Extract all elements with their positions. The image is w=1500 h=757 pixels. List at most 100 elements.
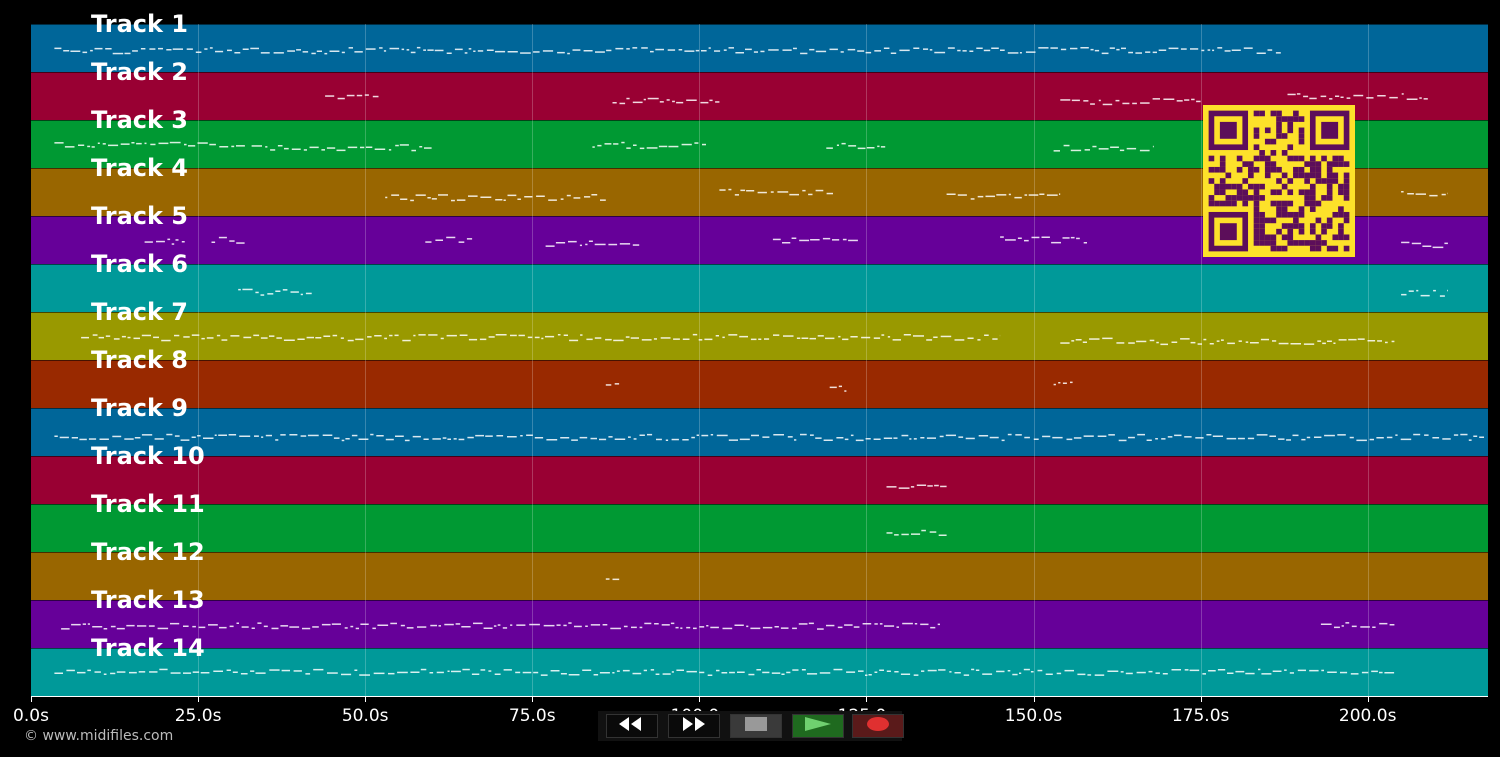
note [1286, 439, 1291, 441]
note [170, 622, 180, 625]
note [251, 627, 255, 629]
note [1083, 100, 1089, 102]
note [306, 336, 314, 339]
note [1031, 236, 1040, 239]
note [172, 48, 183, 50]
note [584, 196, 591, 198]
note [655, 673, 660, 675]
note [305, 673, 311, 675]
note [351, 434, 358, 437]
note [1161, 438, 1166, 440]
note [874, 50, 881, 52]
note [174, 435, 180, 437]
note-segment [946, 193, 1061, 200]
note [568, 674, 580, 676]
note [280, 434, 286, 436]
note [605, 578, 610, 580]
note [723, 49, 727, 51]
note [861, 336, 871, 339]
note [940, 485, 947, 488]
note [103, 628, 108, 630]
note [367, 336, 372, 338]
fast-forward-button[interactable] [668, 714, 720, 738]
note [1075, 339, 1082, 341]
note [464, 52, 468, 54]
note [1116, 342, 1125, 344]
note [545, 335, 555, 338]
note [728, 334, 738, 336]
note [1334, 626, 1340, 629]
note [745, 48, 752, 51]
tick-mark [365, 696, 367, 702]
note [653, 338, 657, 340]
note [1468, 439, 1472, 441]
record-button[interactable] [852, 714, 904, 738]
note [1217, 47, 1223, 49]
note [734, 624, 744, 626]
note [780, 627, 789, 629]
note [868, 674, 872, 676]
note [157, 627, 169, 630]
note [203, 437, 214, 439]
note [129, 671, 137, 674]
tick-mark [1367, 696, 1369, 702]
note [192, 671, 200, 673]
qr-code-image [1208, 110, 1350, 252]
note-segment [54, 668, 1395, 676]
note [1030, 671, 1034, 673]
rewind-button[interactable] [606, 714, 658, 738]
note [120, 143, 130, 145]
note [1227, 342, 1235, 345]
note [612, 672, 615, 674]
note [1050, 47, 1058, 49]
note [647, 433, 653, 436]
note [681, 143, 692, 146]
stop-button[interactable] [730, 714, 782, 738]
note [1160, 343, 1168, 346]
note [1269, 435, 1276, 437]
note [488, 670, 492, 672]
note [150, 143, 156, 146]
note [54, 435, 58, 437]
note [1391, 340, 1395, 343]
note [1163, 98, 1175, 100]
note [709, 99, 713, 102]
note [957, 49, 961, 52]
note [560, 198, 564, 200]
note [346, 94, 355, 97]
note [447, 670, 450, 672]
note [903, 334, 911, 336]
play-button[interactable] [792, 714, 844, 738]
note [395, 435, 404, 437]
note [579, 436, 588, 439]
note [1070, 381, 1073, 384]
note [686, 670, 697, 673]
note [1416, 289, 1419, 292]
note [240, 673, 248, 675]
note [468, 338, 478, 341]
note [447, 438, 451, 440]
note [643, 98, 646, 101]
note [773, 434, 784, 436]
note [796, 337, 801, 339]
note [1024, 239, 1029, 242]
note [391, 194, 400, 196]
note [356, 94, 363, 97]
note-segment [1053, 144, 1154, 152]
note [1216, 340, 1220, 342]
note [1155, 438, 1158, 440]
note [838, 385, 842, 388]
note [1060, 48, 1067, 51]
note [522, 671, 532, 674]
note [594, 243, 606, 246]
note [1231, 49, 1241, 51]
note [121, 335, 126, 338]
note [760, 50, 765, 53]
rewind-icon [617, 716, 647, 736]
note-segment [1401, 289, 1448, 297]
note [646, 147, 658, 149]
note [722, 336, 725, 339]
note [934, 484, 939, 487]
note [425, 241, 432, 243]
note [132, 50, 138, 52]
